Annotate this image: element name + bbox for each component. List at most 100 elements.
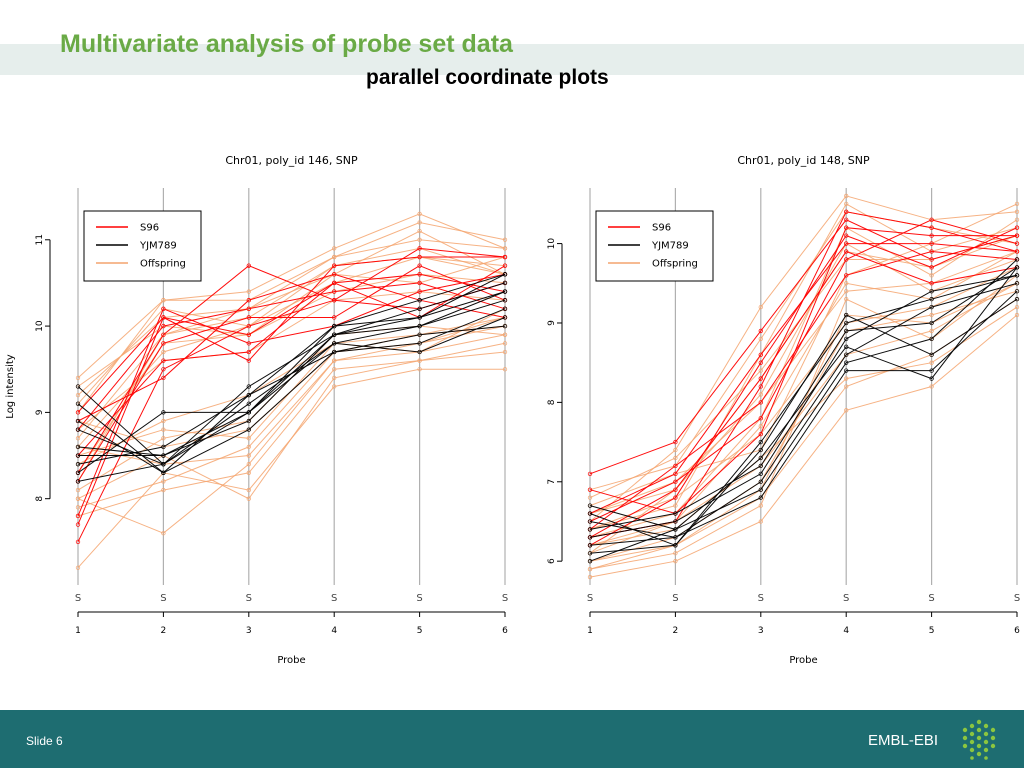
data-point-offspring xyxy=(1014,217,1020,222)
legend: S96 YJM789 Offspring xyxy=(83,210,202,282)
data-point-yjm789 xyxy=(502,306,508,311)
data-point-yjm789 xyxy=(844,344,849,349)
data-point-s96 xyxy=(161,375,166,381)
data-point-yjm789 xyxy=(1014,257,1020,262)
x-tick-label: 1 xyxy=(587,626,593,636)
series-line-yjm789 xyxy=(77,273,506,482)
data-point-yjm789 xyxy=(587,551,593,556)
probe-marker-label: S xyxy=(843,593,849,604)
series-line-offspring xyxy=(77,325,506,465)
y-tick-label: 8 xyxy=(35,496,45,502)
data-point-s96 xyxy=(929,249,934,254)
data-point-offspring xyxy=(75,487,81,493)
series-line-offspring xyxy=(589,251,1018,554)
chart-title: Chr01, poly_id 148, SNP xyxy=(737,154,870,167)
data-point-offspring xyxy=(673,559,678,564)
slide-title: Multivariate analysis of probe set data xyxy=(60,30,513,58)
data-point-yjm789 xyxy=(673,535,678,540)
data-point-yjm789 xyxy=(929,336,934,342)
data-point-offspring xyxy=(844,376,849,381)
data-point-yjm789 xyxy=(332,349,337,355)
y-tick-label: 10 xyxy=(547,238,557,250)
data-point-offspring xyxy=(502,349,508,355)
series-s96 xyxy=(587,209,1020,548)
data-point-s96 xyxy=(502,263,508,268)
data-point-s96 xyxy=(844,273,849,278)
data-point-offspring xyxy=(246,453,251,458)
data-point-yjm789 xyxy=(1014,297,1020,302)
data-point-s96 xyxy=(75,410,81,415)
data-point-yjm789 xyxy=(246,410,251,415)
data-point-offspring xyxy=(758,503,763,508)
data-point-yjm789 xyxy=(417,306,422,311)
data-point-offspring xyxy=(587,495,593,500)
data-point-yjm789 xyxy=(332,332,337,337)
data-point-offspring xyxy=(417,211,422,217)
data-point-offspring xyxy=(75,392,81,398)
data-point-yjm789 xyxy=(1014,281,1020,286)
data-point-offspring xyxy=(1014,304,1020,310)
data-point-offspring xyxy=(844,281,849,286)
data-point-s96 xyxy=(929,233,934,238)
data-point-s96 xyxy=(673,439,678,445)
x-tick-label: 5 xyxy=(417,626,423,636)
x-tick-label: 6 xyxy=(1014,626,1020,636)
data-point-s96 xyxy=(844,233,849,238)
data-point-offspring xyxy=(1014,209,1020,214)
data-point-offspring xyxy=(332,367,337,372)
data-point-s96 xyxy=(246,341,251,346)
data-point-offspring xyxy=(929,273,934,278)
data-point-yjm789 xyxy=(929,376,934,381)
title-band xyxy=(0,44,1024,75)
data-point-s96 xyxy=(844,209,849,214)
data-point-yjm789 xyxy=(75,418,81,424)
data-point-s96 xyxy=(75,539,81,544)
data-point-s96 xyxy=(161,315,166,320)
x-tick-label: 5 xyxy=(929,626,935,636)
data-point-yjm789 xyxy=(844,368,849,373)
data-point-yjm789 xyxy=(161,470,166,475)
series-line-yjm789 xyxy=(589,266,1018,530)
legend-label-s96: S96 xyxy=(140,223,159,234)
series-line-s96 xyxy=(589,243,1018,514)
series-line-s96 xyxy=(77,247,506,474)
data-point-offspring xyxy=(587,574,593,580)
data-point-yjm789 xyxy=(844,328,849,334)
data-point-s96 xyxy=(161,306,166,311)
data-point-offspring xyxy=(673,455,678,461)
data-point-s96 xyxy=(246,332,251,337)
data-point-offspring xyxy=(1014,312,1020,318)
data-point-s96 xyxy=(673,487,678,492)
data-point-offspring xyxy=(758,368,763,373)
data-point-yjm789 xyxy=(1014,273,1020,278)
x-tick-label: 2 xyxy=(161,626,167,636)
data-point-yjm789 xyxy=(332,341,337,346)
data-point-yjm789 xyxy=(75,453,81,458)
legend-label-s96: S96 xyxy=(652,223,671,234)
data-point-s96 xyxy=(246,315,251,320)
data-point-offspring xyxy=(417,367,422,372)
data-point-yjm789 xyxy=(246,392,251,398)
probe-marker-label: S xyxy=(587,593,593,604)
series-yjm789 xyxy=(75,272,508,484)
data-point-offspring xyxy=(502,237,508,242)
parallel-plot-right: Chr01, poly_id 148, SNP 6 7 8 9 10 1 S 2 S 3 S 4 S 5 S 6… xyxy=(547,154,1020,666)
series-line-offspring xyxy=(77,334,506,534)
data-point-yjm789 xyxy=(332,323,337,329)
data-point-yjm789 xyxy=(758,495,763,500)
data-point-yjm789 xyxy=(417,349,422,355)
embl-ebi-logo-icon xyxy=(962,719,996,760)
data-point-s96 xyxy=(417,254,422,260)
series-line-offspring xyxy=(589,203,1018,507)
data-point-offspring xyxy=(758,336,763,342)
data-point-yjm789 xyxy=(929,320,934,326)
data-point-offspring xyxy=(161,349,166,355)
series-line-offspring xyxy=(589,266,1018,530)
data-point-offspring xyxy=(75,505,81,510)
legend: S96 YJM789 Offspring xyxy=(595,210,714,282)
x-tick-label: 4 xyxy=(331,626,337,636)
series-line-offspring xyxy=(77,256,506,405)
data-point-offspring xyxy=(502,246,508,251)
data-point-s96 xyxy=(758,360,763,365)
data-point-s96 xyxy=(929,241,934,246)
